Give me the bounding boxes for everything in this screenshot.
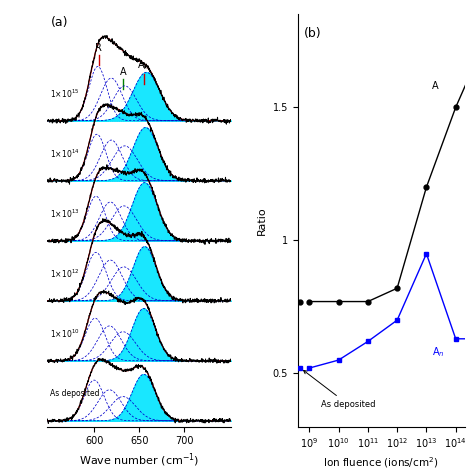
Text: (a): (a): [51, 16, 69, 29]
Text: A: A: [431, 81, 438, 91]
X-axis label: Ion fluence (ions/cm$^2$): Ion fluence (ions/cm$^2$): [323, 456, 439, 471]
Text: 1$\times$10$^{13}$: 1$\times$10$^{13}$: [50, 208, 80, 220]
Text: 1$\times$10$^{12}$: 1$\times$10$^{12}$: [50, 267, 80, 280]
Text: 1$\times$10$^{14}$: 1$\times$10$^{14}$: [50, 147, 80, 160]
Text: As deposited: As deposited: [303, 370, 375, 409]
Text: 1$\times$10$^{10}$: 1$\times$10$^{10}$: [50, 328, 80, 340]
X-axis label: Wave number (cm$^{-1}$): Wave number (cm$^{-1}$): [79, 452, 200, 469]
Text: 1$\times$10$^{15}$: 1$\times$10$^{15}$: [50, 87, 80, 100]
Text: A$_n$: A$_n$: [137, 58, 150, 73]
Text: A: A: [120, 67, 126, 77]
Text: (b): (b): [304, 27, 322, 40]
Text: As deposited: As deposited: [50, 389, 100, 398]
Text: R: R: [95, 43, 102, 53]
Y-axis label: Ratio: Ratio: [257, 206, 267, 235]
Text: A$_n$: A$_n$: [431, 345, 444, 359]
